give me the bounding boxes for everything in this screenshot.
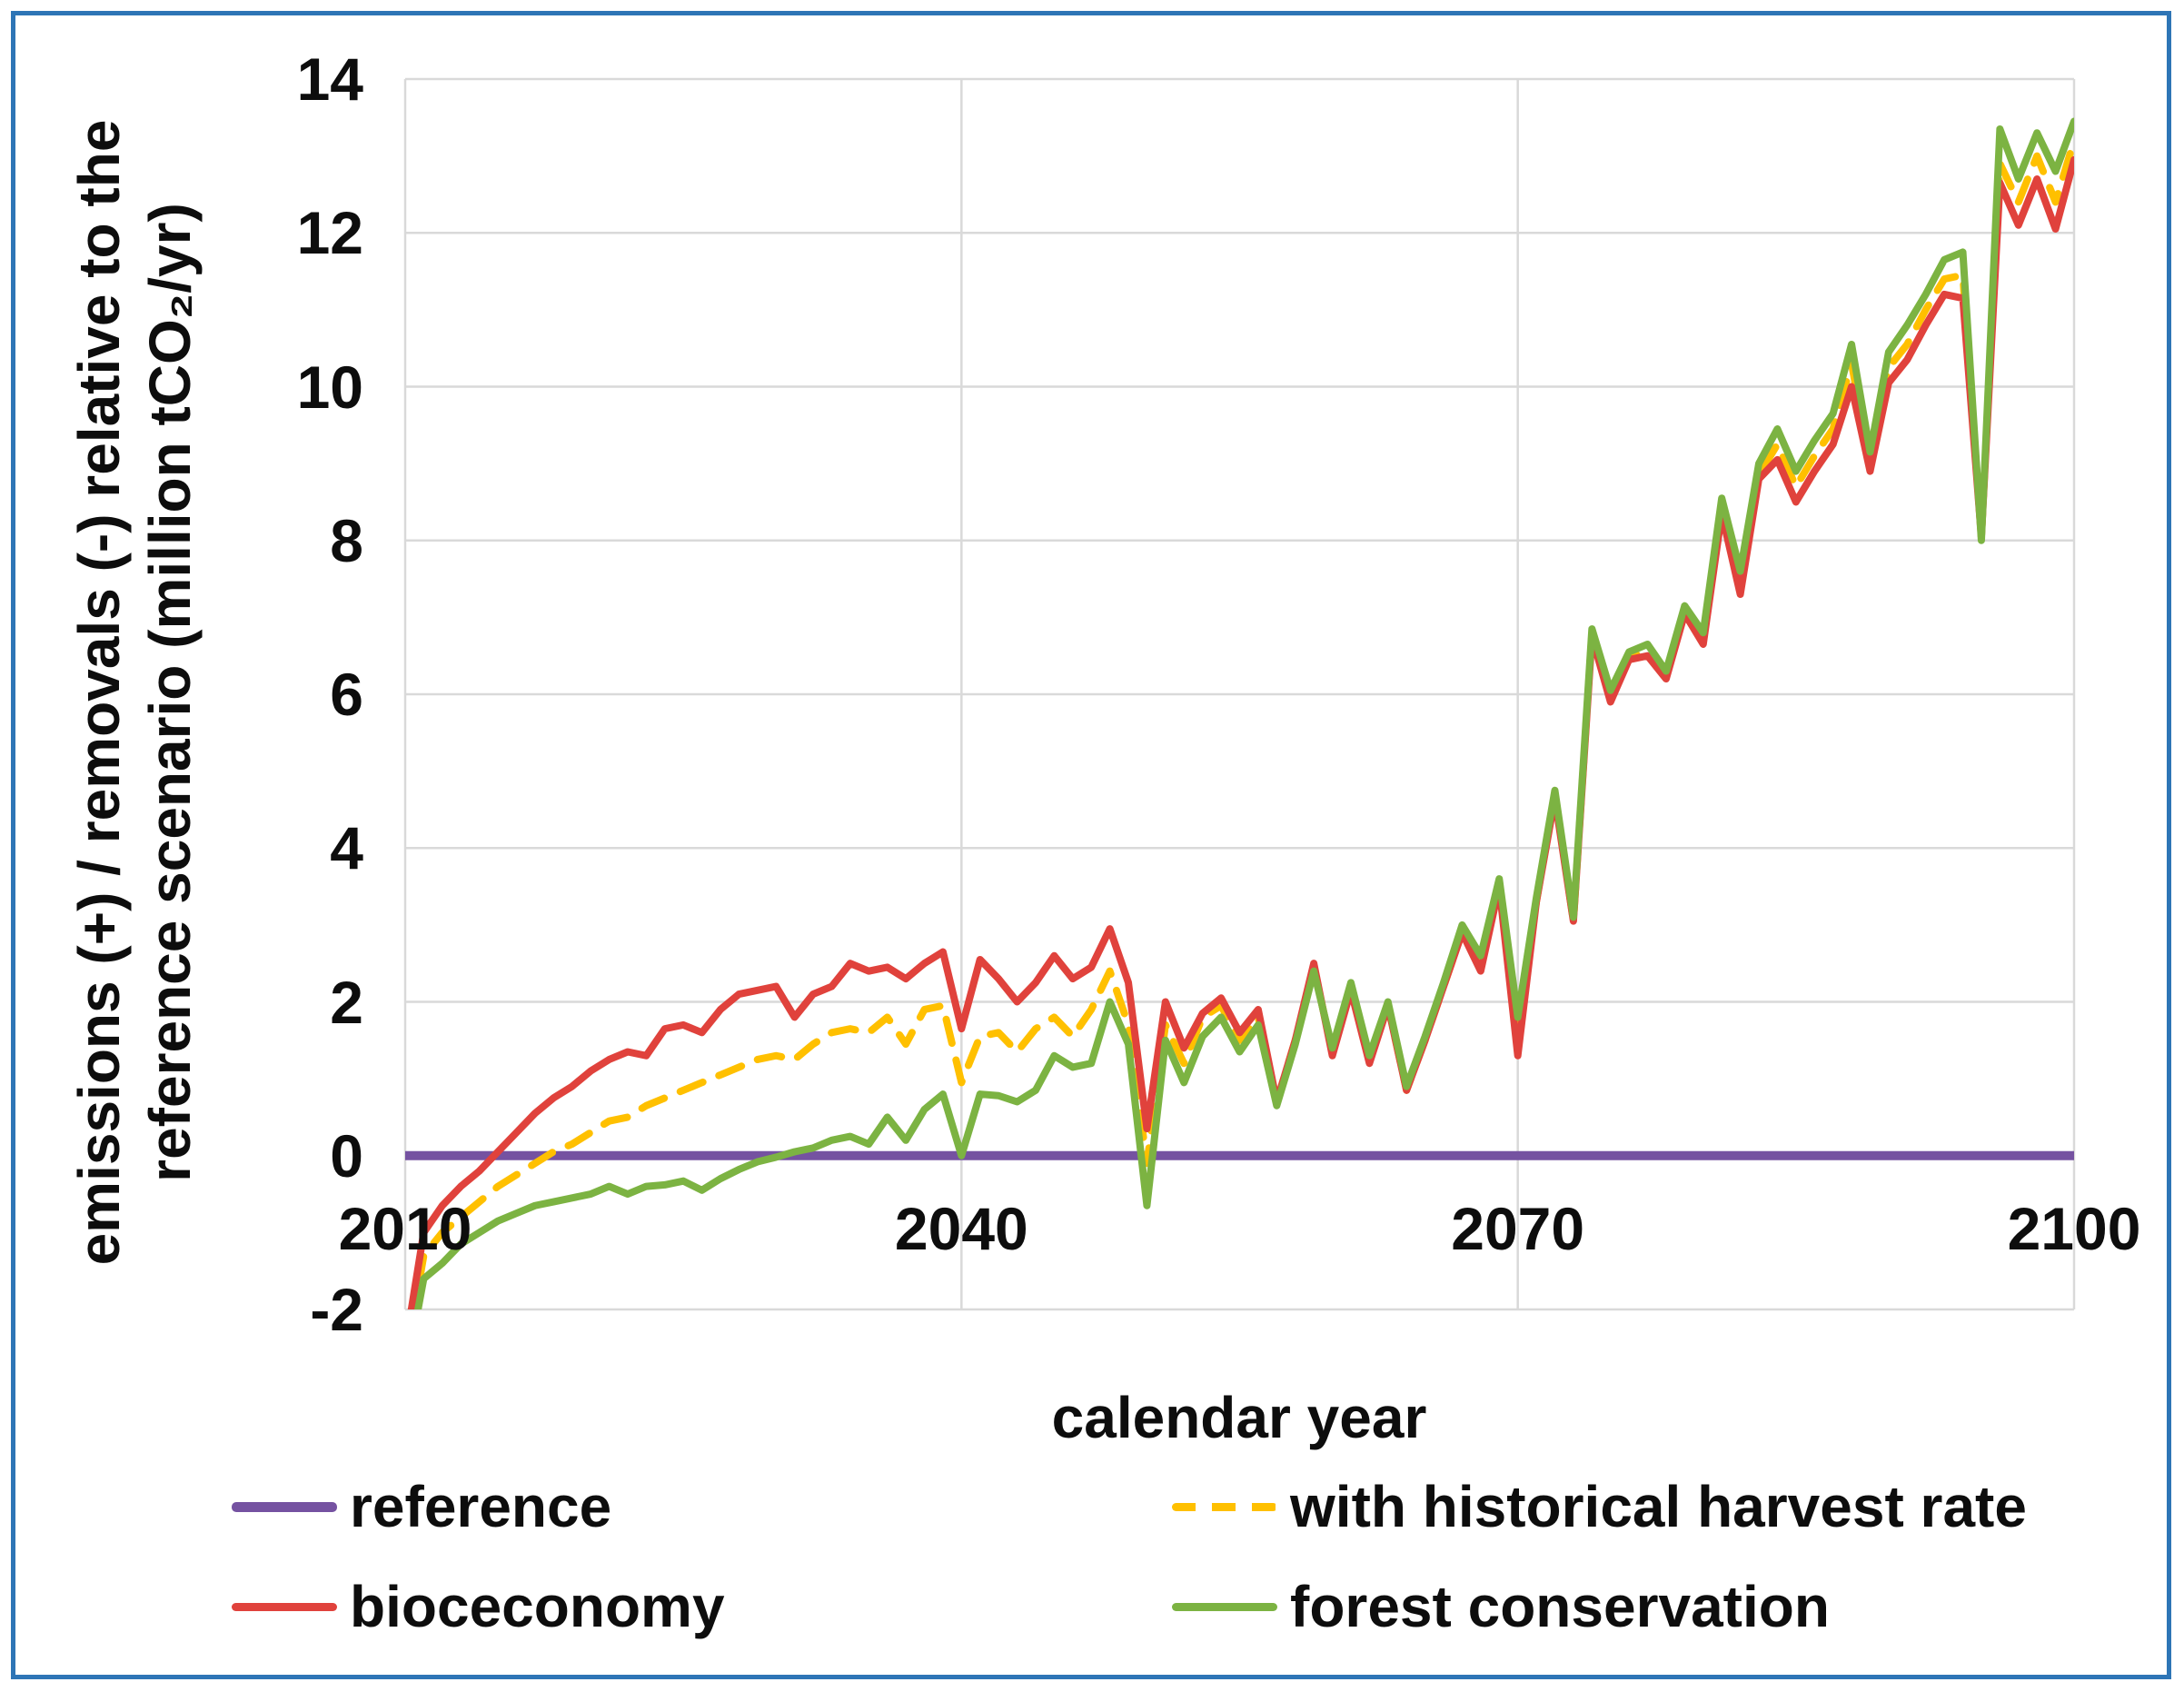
legend-item-reference: reference	[232, 1470, 611, 1543]
legend-marker-reference	[232, 1501, 337, 1512]
legend-marker-with-historical-harvest-rate	[1172, 1502, 1277, 1511]
y-tick-6: 6	[330, 661, 363, 728]
legend-item-with-historical-harvest-rate: with historical harvest rate	[1172, 1470, 2027, 1543]
y-tick-8: 8	[330, 506, 363, 574]
y-axis-title-line2: reference scenario (million tCO₂/yr)	[137, 203, 203, 1182]
y-tick-12: 12	[296, 199, 363, 267]
x-tick-2040: 2040	[894, 1195, 1028, 1262]
y-tick-10: 10	[296, 353, 363, 421]
x-axis-title: calendar year	[1051, 1385, 1427, 1450]
legend-item-forest-conservation: forest conservation	[1172, 1570, 1830, 1643]
legend-label-bioceconomy: bioceconomy	[350, 1574, 725, 1639]
x-tick-2010: 2010	[338, 1195, 472, 1262]
y-axis-title-line1: emissions (+) / removals (-) relative to…	[65, 119, 132, 1266]
x-tick-2070: 2070	[1451, 1195, 1585, 1262]
series-line-bioceconomy	[407, 155, 2074, 1309]
y-tick-14: 14	[296, 45, 363, 113]
series-line-forest-conservation	[414, 117, 2074, 1309]
y-axis-tick-labels: 14 12 10 8 6 4 2 0 -2	[0, 0, 363, 1692]
legend-label-with-historical-harvest-rate: with historical harvest rate	[1290, 1474, 2027, 1539]
x-tick-2100: 2100	[2007, 1195, 2141, 1262]
legend-item-bioceconomy: bioceconomy	[232, 1570, 725, 1643]
y-tick--2: -2	[310, 1276, 363, 1343]
legend-label-forest-conservation: forest conservation	[1290, 1574, 1830, 1639]
y-tick-4: 4	[330, 814, 363, 882]
legend-marker-forest-conservation	[1172, 1602, 1277, 1611]
legend-label-reference: reference	[350, 1474, 612, 1539]
y-tick-2: 2	[330, 968, 363, 1036]
y-axis-title: emissions (+) / removals (-) relative to…	[64, 120, 205, 1266]
legend-marker-bioceconomy	[232, 1602, 337, 1611]
y-tick-0: 0	[330, 1121, 363, 1189]
series-line-with-historical-harvest-rate	[411, 136, 2074, 1309]
